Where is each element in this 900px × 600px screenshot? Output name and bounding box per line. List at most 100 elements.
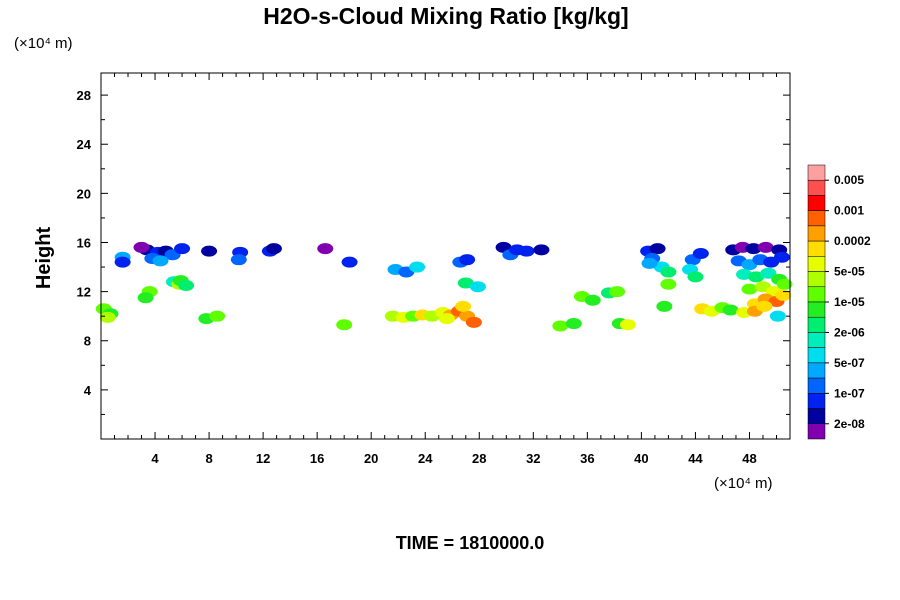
- cloud-cell: [409, 261, 426, 273]
- cloud-cell: [518, 245, 535, 257]
- colorbar-label: 1e-07: [834, 386, 865, 400]
- y-tick-label: 8: [84, 334, 91, 349]
- plot-background: [101, 73, 790, 439]
- cloud-cell: [641, 257, 658, 269]
- plot-frame: [100, 72, 791, 440]
- x-tick-label: 44: [688, 451, 703, 466]
- cloud-cell: [552, 320, 569, 332]
- cloud-cell: [722, 304, 739, 316]
- colorbar-swatch: [807, 195, 826, 211]
- cloud-field: [95, 241, 793, 332]
- colorbar-label: 2e-08: [834, 417, 865, 431]
- colorbar-swatch: [807, 210, 826, 227]
- colorbar-label: 0.0002: [834, 234, 871, 248]
- colorbar-swatch: [807, 301, 826, 318]
- cloud-cell: [230, 254, 247, 266]
- cloud-cell: [745, 243, 762, 255]
- cloud-cell: [533, 244, 550, 256]
- cloud-cell: [201, 245, 218, 257]
- y-unit-label: (×10⁴ m): [14, 35, 73, 52]
- colorbar-label: 1e-05: [834, 295, 865, 309]
- time-label: TIME = 1810000.0: [396, 533, 545, 553]
- colorbar: 0.005 0.001 0.0002 5e-05 1e-05 2e-06 5e-07 1e-0…: [807, 164, 871, 440]
- cloud-cell: [114, 256, 131, 268]
- cloud-cell: [265, 243, 282, 255]
- x-tick-label: 28: [472, 451, 486, 466]
- colorbar-swatch: [807, 423, 826, 440]
- cloud-cell: [619, 319, 636, 331]
- cloud-cell: [465, 316, 482, 328]
- colorbar-label: 0.001: [834, 204, 864, 218]
- cloud-cell: [660, 278, 677, 290]
- colorbar-label: 0.005: [834, 173, 864, 187]
- cloud-cell: [584, 294, 601, 306]
- x-tick-label: 12: [256, 451, 270, 466]
- y-axis-label: Height: [33, 227, 55, 290]
- cloud-cell: [769, 310, 786, 322]
- x-tick-label: 32: [526, 451, 540, 466]
- cloud-cell: [656, 300, 673, 312]
- colorbar-swatch: [807, 362, 826, 379]
- colorbar-swatch: [807, 271, 826, 288]
- cloud-cell: [649, 243, 666, 255]
- cloud-cell: [459, 254, 476, 266]
- cloud-cell: [748, 271, 765, 283]
- cloud-cell: [773, 251, 790, 263]
- colorbar-swatch: [807, 179, 826, 196]
- cloud-cell: [457, 277, 474, 289]
- cloud-cell: [692, 248, 709, 260]
- x-tick-label: 24: [418, 451, 433, 466]
- colorbar-swatch: [807, 316, 826, 333]
- cloud-cell: [756, 300, 773, 312]
- x-tick-label: 16: [310, 451, 324, 466]
- cloud-cell: [174, 243, 191, 255]
- colorbar-swatch: [807, 347, 826, 364]
- cloud-cell: [775, 289, 792, 301]
- y-tick-label: 12: [77, 285, 91, 300]
- colorbar-label: 5e-07: [834, 356, 865, 370]
- cloud-cell: [741, 283, 758, 295]
- cloud-cell: [687, 271, 704, 283]
- colorbar-swatch: [807, 332, 826, 348]
- cloud-cell: [137, 292, 154, 304]
- cloud-cell: [736, 268, 753, 280]
- colorbar-swatch: [807, 225, 826, 242]
- x-tick-label: 36: [580, 451, 594, 466]
- x-tick-label: 20: [364, 451, 378, 466]
- cloud-cell: [317, 243, 334, 255]
- cloud-cell: [757, 241, 774, 253]
- y-tick-label: 16: [77, 235, 91, 250]
- chart-title: H2O-s-Cloud Mixing Ratio [kg/kg]: [263, 3, 628, 29]
- y-tick-label: 20: [77, 186, 91, 201]
- cloud-cell: [152, 255, 169, 267]
- colorbar-swatch: [807, 240, 826, 257]
- cloud-cell: [133, 241, 150, 253]
- x-tick-label: 4: [151, 451, 159, 466]
- y-tick-label: 4: [84, 383, 92, 398]
- y-axis: 4 8 12 16 20 24 28: [77, 88, 790, 415]
- cloud-cell: [609, 286, 626, 298]
- cloud-cell: [455, 300, 472, 312]
- colorbar-label: 5e-05: [834, 265, 865, 279]
- y-tick-label: 24: [77, 137, 92, 152]
- cloud-cell: [776, 278, 793, 290]
- cloud-cell: [565, 318, 582, 330]
- colorbar-swatch: [807, 256, 826, 272]
- colorbar-swatch: [807, 377, 826, 394]
- x-tick-label: 40: [634, 451, 648, 466]
- x-tick-label: 48: [742, 451, 756, 466]
- cloud-cell: [760, 267, 777, 279]
- cloud-cell: [341, 256, 358, 268]
- x-unit-label: (×10⁴ m): [714, 475, 773, 492]
- cloud-cell: [469, 281, 486, 293]
- x-axis: 4 8 12 16 20 24 28 32 36 40 44 48: [114, 73, 777, 466]
- colorbar-swatch: [807, 408, 826, 425]
- cloud-cell: [99, 311, 116, 323]
- cloud-cell: [209, 310, 226, 322]
- cloud-cell: [178, 279, 195, 291]
- colorbar-swatch: [807, 164, 826, 181]
- y-tick-label: 28: [77, 88, 91, 103]
- colorbar-swatch: [807, 286, 826, 303]
